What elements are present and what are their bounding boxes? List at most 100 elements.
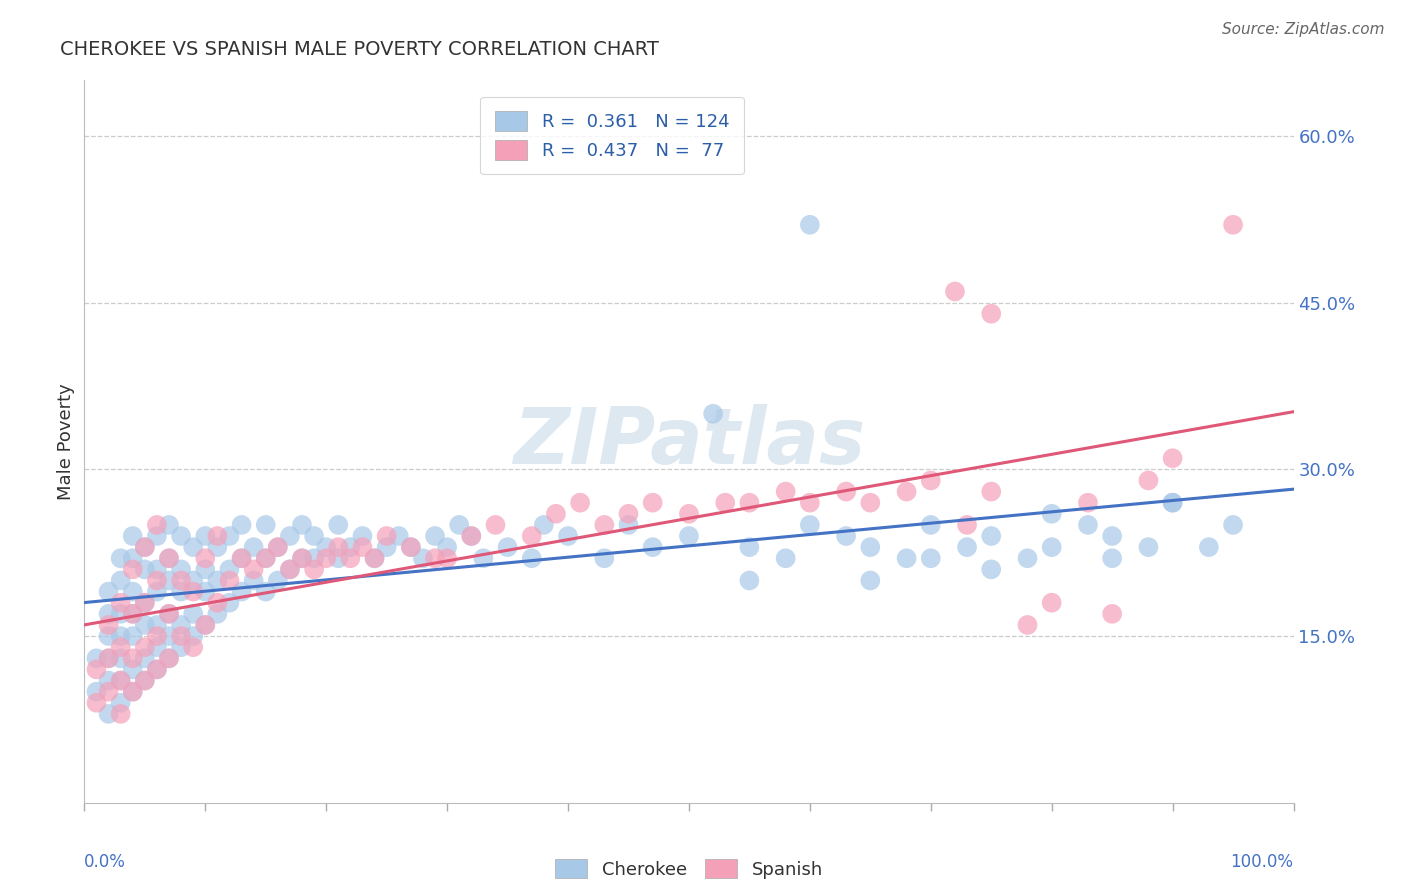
Point (533, 517, 555, 532)
Point (557, 529, 579, 543)
Point (121, 629, 143, 643)
Point (315, 540, 337, 554)
Point (134, 640, 156, 655)
Point (267, 540, 290, 554)
Point (593, 551, 616, 566)
Point (1161, 496, 1184, 510)
Point (170, 562, 193, 576)
Point (170, 574, 193, 588)
Point (86, 684, 108, 698)
Point (943, 285, 966, 299)
Point (146, 640, 169, 655)
Point (980, 307, 1002, 321)
Point (423, 551, 446, 566)
Text: 0.0%: 0.0% (84, 854, 127, 871)
Point (207, 607, 229, 621)
Point (896, 484, 918, 499)
Point (278, 529, 301, 543)
Point (134, 540, 156, 554)
Point (110, 629, 132, 643)
Point (146, 618, 169, 632)
Point (110, 696, 132, 710)
Text: 100.0%: 100.0% (1230, 854, 1294, 871)
Point (121, 684, 143, 698)
Point (436, 551, 458, 566)
Point (980, 529, 1002, 543)
Point (231, 517, 253, 532)
Point (181, 574, 204, 588)
Text: Source: ZipAtlas.com: Source: ZipAtlas.com (1222, 22, 1385, 37)
Point (157, 629, 180, 643)
Point (460, 529, 482, 543)
Point (859, 496, 882, 510)
Point (218, 562, 240, 576)
Point (134, 562, 156, 576)
Point (110, 651, 132, 665)
Text: CHEROKEE VS SPANISH MALE POVERTY CORRELATION CHART: CHEROKEE VS SPANISH MALE POVERTY CORRELA… (60, 40, 659, 59)
Point (157, 651, 180, 665)
Point (328, 540, 350, 554)
Point (170, 584, 193, 599)
Point (956, 517, 979, 532)
Point (399, 540, 422, 554)
Point (799, 496, 821, 510)
Point (388, 529, 411, 543)
Point (496, 540, 519, 554)
Point (146, 584, 169, 599)
Point (97, 607, 120, 621)
Point (302, 529, 325, 543)
Point (267, 574, 290, 588)
Point (799, 218, 821, 232)
Point (980, 562, 1002, 576)
Point (472, 551, 495, 566)
Point (1077, 496, 1099, 510)
Point (97, 684, 120, 698)
Point (738, 574, 761, 588)
Point (291, 551, 314, 566)
Point (352, 529, 374, 543)
Point (896, 551, 918, 566)
Point (146, 662, 169, 676)
Point (920, 517, 942, 532)
Point (218, 596, 240, 610)
Point (170, 629, 193, 643)
Point (956, 540, 979, 554)
Point (242, 574, 264, 588)
Point (738, 496, 761, 510)
Point (302, 551, 325, 566)
Point (291, 517, 314, 532)
Point (207, 529, 229, 543)
Point (1017, 551, 1039, 566)
Text: ZIPatlas: ZIPatlas (513, 403, 865, 480)
Point (302, 562, 325, 576)
Point (1137, 540, 1160, 554)
Point (449, 517, 471, 532)
Point (339, 540, 361, 554)
Point (97, 618, 120, 632)
Point (617, 507, 640, 521)
Point (110, 574, 132, 588)
Point (121, 562, 143, 576)
Point (315, 551, 337, 566)
Point (134, 673, 156, 688)
Point (484, 517, 506, 532)
Point (146, 562, 169, 576)
Point (86, 662, 108, 676)
Point (207, 574, 229, 588)
Point (181, 629, 204, 643)
Point (520, 529, 543, 543)
Point (1198, 540, 1220, 554)
Point (738, 540, 761, 554)
Point (110, 596, 132, 610)
Point (146, 517, 169, 532)
Point (194, 618, 217, 632)
Point (146, 662, 169, 676)
Point (194, 551, 217, 566)
Point (218, 574, 240, 588)
Point (231, 551, 253, 566)
Point (267, 540, 290, 554)
Point (218, 529, 240, 543)
Point (181, 584, 204, 599)
Point (799, 517, 821, 532)
Point (207, 596, 229, 610)
